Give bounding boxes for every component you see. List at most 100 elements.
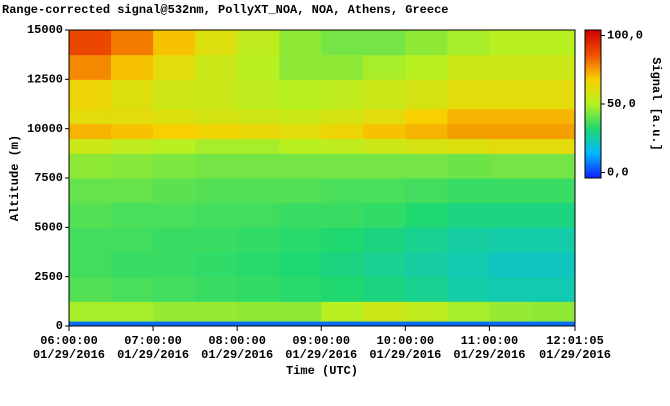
heatmap-cell xyxy=(237,321,280,327)
heatmap-cell xyxy=(195,301,238,322)
heatmap-cell xyxy=(195,153,238,179)
heatmap-cell xyxy=(195,108,238,125)
heatmap-cell xyxy=(237,138,280,154)
heatmap-cell xyxy=(531,138,576,154)
heatmap-cell xyxy=(279,123,322,140)
heatmap-cell xyxy=(111,54,154,80)
heatmap-cell xyxy=(69,30,112,56)
heatmap-cell xyxy=(405,123,448,140)
heatmap-cell xyxy=(405,276,448,302)
heatmap-cell xyxy=(69,138,112,154)
heatmap-cell xyxy=(447,79,490,110)
heatmap-cell xyxy=(405,108,448,125)
heatmap-cell xyxy=(489,227,532,253)
heatmap-cell xyxy=(321,30,364,56)
heatmap-cell xyxy=(237,30,280,56)
x-tick-label: 01/29/2016 xyxy=(369,348,441,362)
heatmap-cell xyxy=(195,178,238,204)
heatmap-cell xyxy=(531,153,576,179)
x-tick-label: 01/29/2016 xyxy=(117,348,189,362)
x-tick-label: 01/29/2016 xyxy=(453,348,525,362)
heatmap-cell xyxy=(237,123,280,140)
y-tick-label: 0 xyxy=(56,319,63,333)
heatmap-cell xyxy=(237,252,280,278)
heatmap-cell xyxy=(531,178,576,204)
heatmap-cell xyxy=(405,178,448,204)
heatmap-cell xyxy=(531,276,576,302)
heatmap-cell xyxy=(531,301,576,322)
heatmap-cell xyxy=(447,321,490,327)
heatmap-cell xyxy=(237,79,280,110)
heatmap-cell xyxy=(111,30,154,56)
heatmap-cell xyxy=(237,301,280,322)
y-tick-label: 10000 xyxy=(27,122,63,136)
x-tick-label: 10:00:00 xyxy=(377,334,435,348)
x-tick-label: 08:00:00 xyxy=(208,334,266,348)
x-tick-label: 01/29/2016 xyxy=(201,348,273,362)
heatmap-cell xyxy=(153,123,196,140)
heatmap-cell xyxy=(405,252,448,278)
heatmap-cell xyxy=(153,252,196,278)
x-tick-label: 09:00:00 xyxy=(292,334,350,348)
x-axis-label: Time (UTC) xyxy=(286,364,358,378)
heatmap-cell xyxy=(111,123,154,140)
heatmap-cell xyxy=(279,227,322,253)
heatmap-cell xyxy=(279,321,322,327)
heatmap-cell xyxy=(447,138,490,154)
heatmap-cell xyxy=(447,54,490,80)
heatmap-cell xyxy=(195,30,238,56)
heatmap-cell xyxy=(279,153,322,179)
heatmap-cell xyxy=(69,276,112,302)
heatmap-cell xyxy=(489,123,532,140)
heatmap-cell xyxy=(111,202,154,228)
heatmap-cell xyxy=(153,321,196,327)
x-tick-label: 11:00:00 xyxy=(461,334,519,348)
heatmap-cell xyxy=(153,178,196,204)
heatmap-cell xyxy=(195,123,238,140)
heatmap-cell xyxy=(321,108,364,125)
y-tick-label: 5000 xyxy=(34,221,63,235)
x-tick-label: 01/29/2016 xyxy=(33,348,105,362)
heatmap-cell xyxy=(363,178,406,204)
heatmap-cell xyxy=(447,123,490,140)
x-tick-label: 01/29/2016 xyxy=(539,348,611,362)
x-tick-label: 06:00:00 xyxy=(40,334,98,348)
heatmap-cell xyxy=(405,138,448,154)
heatmap-cell xyxy=(531,54,576,80)
heatmap-cell xyxy=(279,108,322,125)
heatmap-cell xyxy=(195,54,238,80)
heatmap-cell xyxy=(111,178,154,204)
heatmap-cell xyxy=(69,54,112,80)
heatmap-cell xyxy=(111,108,154,125)
heatmap-cell xyxy=(489,108,532,125)
heatmap-cell xyxy=(321,252,364,278)
heatmap-cell xyxy=(111,301,154,322)
heatmap-cell xyxy=(321,153,364,179)
heatmap-cell xyxy=(363,301,406,322)
heatmap-cell xyxy=(321,227,364,253)
heatmap-cell xyxy=(405,79,448,110)
heatmap-cell xyxy=(531,227,576,253)
heatmap-cell xyxy=(153,227,196,253)
heatmap-cell xyxy=(447,301,490,322)
heatmap-cell xyxy=(489,79,532,110)
heatmap-cell xyxy=(69,252,112,278)
heatmap-cell xyxy=(279,79,322,110)
heatmap-cell xyxy=(111,79,154,110)
heatmap-cell xyxy=(153,54,196,80)
heatmap-cell xyxy=(321,54,364,80)
heatmap-cell xyxy=(363,123,406,140)
heatmap-cell xyxy=(321,123,364,140)
y-tick-label: 15000 xyxy=(27,23,63,37)
colorbar-tick-label: 0,0 xyxy=(607,166,629,180)
heatmap-cell xyxy=(195,321,238,327)
heatmap-cell xyxy=(321,301,364,322)
heatmap-cell xyxy=(153,202,196,228)
heatmap-cell xyxy=(531,321,576,327)
heatmap-cell xyxy=(237,276,280,302)
heatmap-cell xyxy=(363,202,406,228)
heatmap-cell xyxy=(69,321,112,327)
heatmap-cell xyxy=(489,138,532,154)
heatmap-cell xyxy=(279,178,322,204)
heatmap-cell xyxy=(69,202,112,228)
